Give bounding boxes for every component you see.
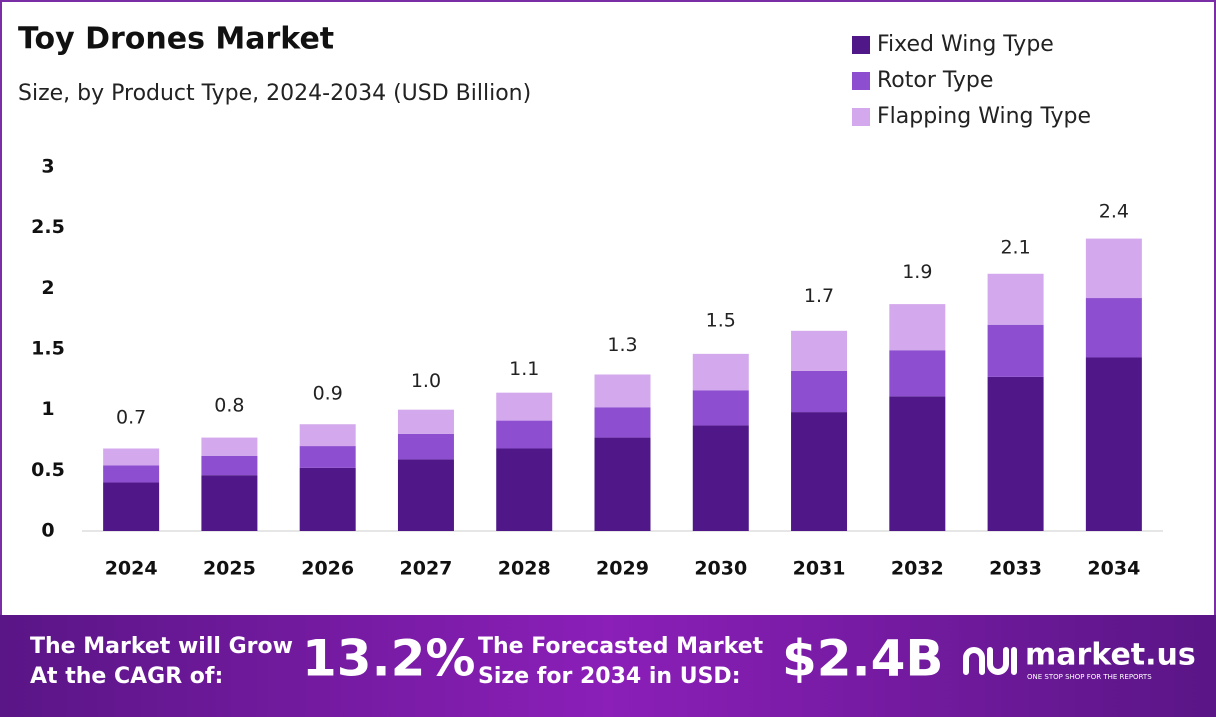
bar-segment (692, 353, 749, 391)
value-label: 1.0 (411, 370, 441, 392)
y-tick-label: 3 (41, 156, 54, 178)
bar-segment (299, 424, 356, 447)
x-tick-label: 2033 (989, 558, 1042, 580)
value-label: 2.4 (1099, 200, 1129, 222)
footer-text: The Market will Grow (30, 634, 293, 659)
bar-segment (987, 324, 1044, 377)
bar-segment (496, 448, 553, 531)
x-tick-label: 2027 (400, 558, 453, 580)
bar-segment (299, 446, 356, 468)
legend-label: Rotor Type (877, 68, 993, 93)
x-tick-label: 2026 (301, 558, 354, 580)
y-tick-label: 2.5 (31, 216, 65, 238)
footer-value: 13.2% (302, 630, 475, 688)
bar-segment (103, 482, 160, 531)
bar-segment (791, 370, 848, 413)
x-tick-label: 2028 (498, 558, 551, 580)
bar-segment (103, 465, 160, 483)
legend-label: Fixed Wing Type (877, 32, 1054, 57)
legend-swatch (852, 36, 870, 54)
bar-segment (496, 392, 553, 421)
legend-swatch (852, 72, 870, 90)
bar-segment (594, 374, 651, 408)
value-label: 1.3 (607, 334, 637, 356)
x-tick-label: 2034 (1087, 558, 1140, 580)
y-tick-label: 1 (41, 398, 54, 420)
bar-segment (987, 376, 1044, 531)
y-tick-label: 2 (41, 277, 54, 299)
bar-segment (397, 459, 454, 531)
value-label: 1.1 (509, 358, 539, 380)
legend-label: Flapping Wing Type (877, 104, 1091, 129)
value-label: 0.7 (116, 407, 146, 429)
bar-segment (299, 467, 356, 531)
footer-text: The Forecasted Market (478, 634, 764, 659)
bar-segment (692, 425, 749, 531)
brand-tagline: ONE STOP SHOP FOR THE REPORTS (1027, 673, 1152, 681)
bar-segment (397, 433, 454, 460)
chart-subtitle: Size, by Product Type, 2024-2034 (USD Bi… (18, 81, 531, 106)
bar-segment (889, 350, 946, 397)
bar-segment (791, 330, 848, 371)
value-label: 1.5 (706, 310, 736, 332)
bar-segment (201, 455, 258, 476)
bar-segment (889, 304, 946, 351)
bar-segment (1085, 357, 1142, 531)
bar-segment (397, 409, 454, 434)
bar-segment (594, 407, 651, 438)
brand-logo (963, 647, 1017, 675)
y-tick-label: 0.5 (31, 459, 65, 481)
x-tick-label: 2025 (203, 558, 256, 580)
bar-segment (987, 273, 1044, 325)
footer-text: Size for 2034 in USD: (478, 664, 741, 689)
value-label: 1.7 (804, 285, 834, 307)
bar-segment (201, 475, 258, 531)
bar-segment (889, 396, 946, 531)
bar-segment (496, 420, 553, 449)
y-tick-label: 1.5 (31, 338, 65, 360)
value-label: 0.8 (214, 394, 244, 416)
legend-swatch (852, 108, 870, 126)
bar-segment (1085, 298, 1142, 358)
footer-value: $2.4B (782, 630, 943, 688)
value-label: 0.9 (313, 382, 343, 404)
value-label: 2.1 (1000, 237, 1030, 259)
bar-segment (201, 437, 258, 456)
x-tick-label: 2024 (105, 558, 158, 580)
x-tick-label: 2029 (596, 558, 649, 580)
brand-name: market.us (1025, 638, 1196, 673)
footer-text: At the CAGR of: (30, 664, 223, 689)
x-tick-label: 2030 (694, 558, 747, 580)
bar-segment (1085, 238, 1142, 299)
y-tick-label: 0 (41, 520, 54, 542)
bar-segment (791, 412, 848, 531)
chart-title: Toy Drones Market (18, 22, 334, 57)
bar-segment (103, 448, 160, 466)
bar-segment (594, 437, 651, 531)
x-tick-label: 2032 (891, 558, 944, 580)
bar-segment (692, 390, 749, 426)
value-label: 1.9 (902, 261, 932, 283)
x-tick-label: 2031 (793, 558, 846, 580)
